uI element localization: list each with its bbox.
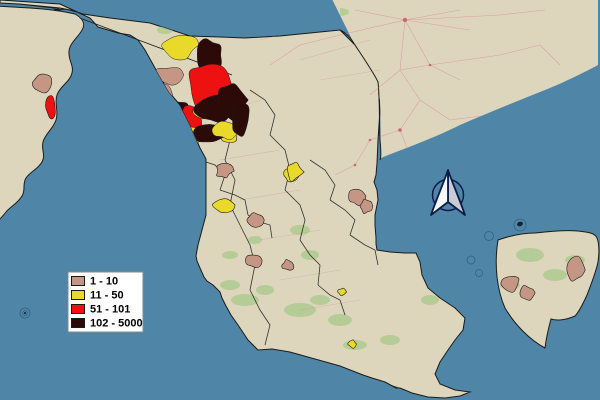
svg-text:51 - 101: 51 - 101 bbox=[90, 304, 130, 316]
svg-text:102 - 5000: 102 - 5000 bbox=[90, 318, 143, 330]
svg-text:11 - 50: 11 - 50 bbox=[90, 290, 124, 302]
svg-text:1 - 10: 1 - 10 bbox=[90, 276, 118, 288]
